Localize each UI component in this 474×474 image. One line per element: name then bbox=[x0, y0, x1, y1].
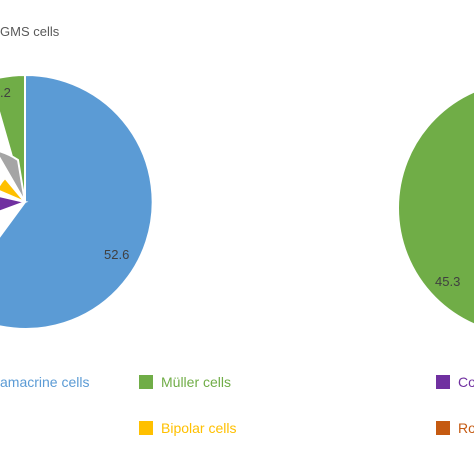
left-pie bbox=[0, 73, 154, 330]
pie-slice-gray bbox=[0, 150, 26, 203]
legend-swatch-cones bbox=[436, 375, 450, 389]
legend-item-rods: Ro bbox=[436, 420, 474, 436]
data-label-left-top: .2 bbox=[0, 85, 11, 100]
legend-swatch-muller-cells bbox=[139, 375, 153, 389]
pie-slice-cones bbox=[0, 195, 29, 213]
legend-label-rods: Ro bbox=[458, 420, 474, 436]
legend-swatch-bipolar-cells bbox=[139, 421, 153, 435]
legend-label-cones: Co bbox=[458, 374, 474, 390]
legend-item-muller-cells: Müller cells bbox=[139, 374, 231, 390]
legend-swatch-rods bbox=[436, 421, 450, 435]
legend-label-amacrine-cells: amacrine cells bbox=[0, 374, 90, 390]
legend-item-amacrine-cells: amacrine cells bbox=[0, 374, 89, 390]
legend-item-cones: Co bbox=[436, 374, 474, 390]
data-label-52-6: 52.6 bbox=[104, 247, 129, 262]
pie-slice-amacrine-cells bbox=[0, 73, 154, 330]
chart-title: GMS cells bbox=[0, 24, 60, 39]
data-label-45-3: 45.3 bbox=[435, 274, 460, 289]
legend-label-bipolar-cells: Bipolar cells bbox=[161, 420, 237, 436]
right-pie bbox=[397, 90, 474, 326]
pie-slice-yellow bbox=[0, 176, 26, 203]
pie-slice-muller-cells-right bbox=[397, 90, 474, 326]
legend-item-bipolar-cells: Bipolar cells bbox=[139, 420, 236, 436]
legend-label-muller-cells: Müller cells bbox=[161, 374, 232, 390]
